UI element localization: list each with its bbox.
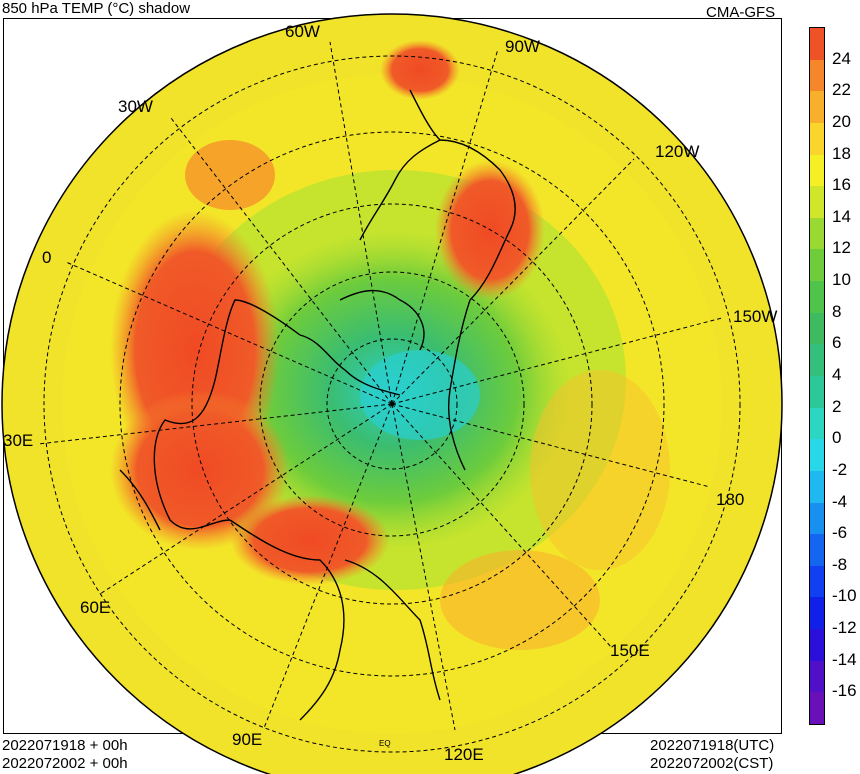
latitude-circles — [43, 55, 741, 753]
lon-label-150E: 150E — [610, 641, 650, 660]
colorbar-tick-label: 6 — [832, 333, 842, 353]
colorbar-tick-label: 10 — [832, 270, 851, 290]
map-boundary-circle — [1, 13, 783, 774]
colorbar-segment — [810, 217, 824, 250]
colorbar-segment — [810, 249, 824, 282]
init-time-label: 2022071918 + 00h — [2, 737, 128, 754]
colorbar-tick-label: -10 — [832, 586, 857, 606]
colorbar-tick-label: 12 — [832, 238, 851, 258]
colorbar-segment — [810, 597, 824, 630]
lon-label-120E: 120E — [444, 745, 484, 764]
longitude-labels: 60W 90W 30W 120W 0 150W 30E 180 60E 150E… — [3, 22, 777, 764]
colorbar-tick-label: -16 — [832, 681, 857, 701]
chart-title: 850 hPa TEMP (°C) shadow — [2, 0, 191, 17]
colorbar-tick-label: -2 — [832, 459, 848, 479]
colorbar-segment — [810, 186, 824, 219]
colorbar-tick-label: 2 — [832, 396, 842, 416]
colorbar-segment — [810, 660, 824, 693]
lon-label-30E: 30E — [3, 431, 33, 450]
colorbar-segment — [810, 344, 824, 377]
colorbar-tick-label: 18 — [832, 143, 851, 163]
lon-label-180: 180 — [716, 490, 744, 509]
colorbar-tick-label: 0 — [832, 428, 842, 448]
colorbar-tick-label: -12 — [832, 618, 857, 638]
lon-label-30W: 30W — [118, 97, 153, 116]
colorbar-segment — [810, 439, 824, 472]
colorbar-segment — [810, 281, 824, 314]
colorbar-segment — [810, 470, 824, 504]
colorbar-segment — [810, 376, 824, 409]
colorbar-tick-label: -14 — [832, 649, 857, 669]
model-source-label: CMA-GFS — [706, 4, 776, 21]
temperature-colorbar — [809, 27, 825, 725]
utc-time-label: 2022071918(UTC) — [650, 737, 775, 754]
colorbar-segment — [810, 692, 824, 725]
colorbar-tick-label: -8 — [832, 554, 848, 574]
temperature-field — [2, 14, 782, 774]
colorbar-segment — [810, 28, 824, 61]
cst-time-label: 2022072002(CST) — [650, 755, 774, 772]
colorbar-tick-label: 24 — [832, 48, 851, 68]
colorbar-segment — [810, 59, 824, 92]
colorbar-segment — [810, 407, 824, 440]
valid-time-label: 2022072002 + 00h — [2, 755, 128, 772]
lon-label-0: 0 — [42, 248, 51, 267]
colorbar-segment — [810, 565, 824, 598]
lon-label-90E: 90E — [232, 730, 262, 749]
colorbar-segment — [810, 629, 824, 662]
meridians — [37, 41, 723, 731]
colorbar-tick-label: 22 — [832, 80, 851, 100]
colorbar-segment — [810, 502, 824, 535]
colorbar-tick-label: -6 — [832, 523, 848, 543]
colorbar-segment — [810, 91, 824, 124]
colorbar-tick-label: 4 — [832, 365, 842, 384]
colorbar-tick-label: 20 — [832, 111, 851, 131]
lon-label-150W: 150W — [733, 307, 777, 326]
colorbar-tick-label: 14 — [832, 206, 851, 226]
colorbar-segment — [810, 312, 824, 345]
colorbar-tick-label: 16 — [832, 175, 851, 195]
colorbar-segment — [810, 154, 824, 187]
lon-label-60W: 60W — [285, 22, 320, 41]
colorbar-tick-label: -4 — [832, 491, 848, 511]
equator-label: EQ — [379, 739, 391, 748]
colorbar-tick-label: 8 — [832, 301, 842, 321]
lon-label-90W: 90W — [505, 37, 540, 56]
coastlines — [119, 89, 516, 721]
colorbar-segment — [810, 534, 824, 567]
colorbar-segment — [810, 122, 824, 156]
lon-label-60E: 60E — [80, 598, 110, 617]
lon-label-120W: 120W — [655, 142, 699, 161]
